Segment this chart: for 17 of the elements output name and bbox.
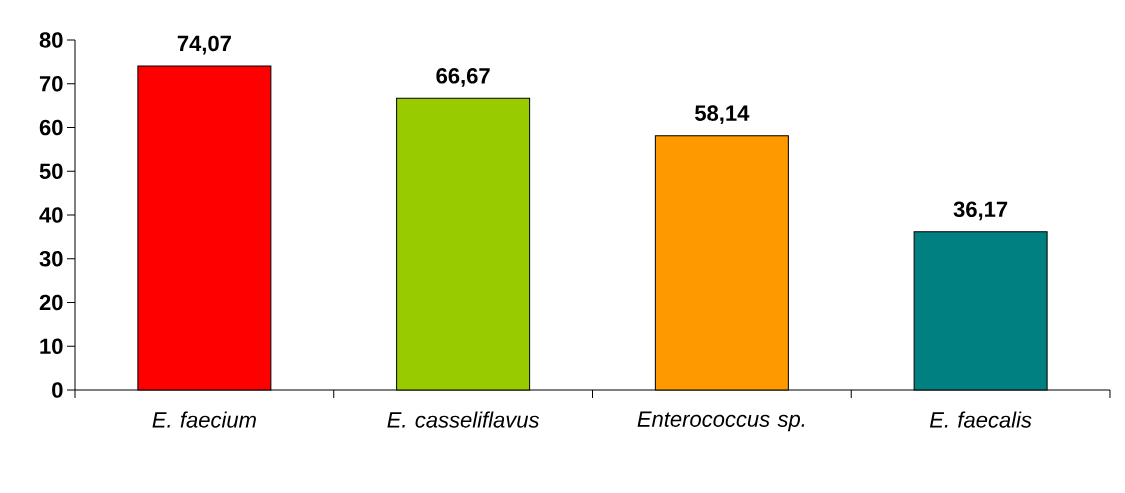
- y-tick-label: 70: [39, 75, 63, 92]
- data-label: 58,14: [695, 105, 750, 125]
- y-tick-label: 20: [39, 294, 63, 311]
- y-tick-label: 50: [39, 163, 63, 180]
- x-tick-label: Enterococcus sp.: [637, 411, 805, 432]
- y-tick-label: 30: [39, 250, 63, 267]
- x-tick-label: E. faecium: [152, 411, 256, 428]
- x-tick-label: E. casseliflavus: [387, 411, 540, 428]
- y-tick-label: 60: [39, 119, 63, 136]
- data-label: 36,17: [953, 201, 1008, 221]
- data-label: 74,07: [177, 35, 231, 55]
- data-label: 66,67: [436, 68, 490, 87]
- y-tick-label: 10: [40, 338, 63, 355]
- x-tick-label: E. faecalis: [929, 411, 1032, 428]
- y-tick-label: 40: [39, 207, 63, 223]
- y-tick-label: 0: [52, 382, 63, 398]
- y-tick-label: 80: [39, 32, 63, 48]
